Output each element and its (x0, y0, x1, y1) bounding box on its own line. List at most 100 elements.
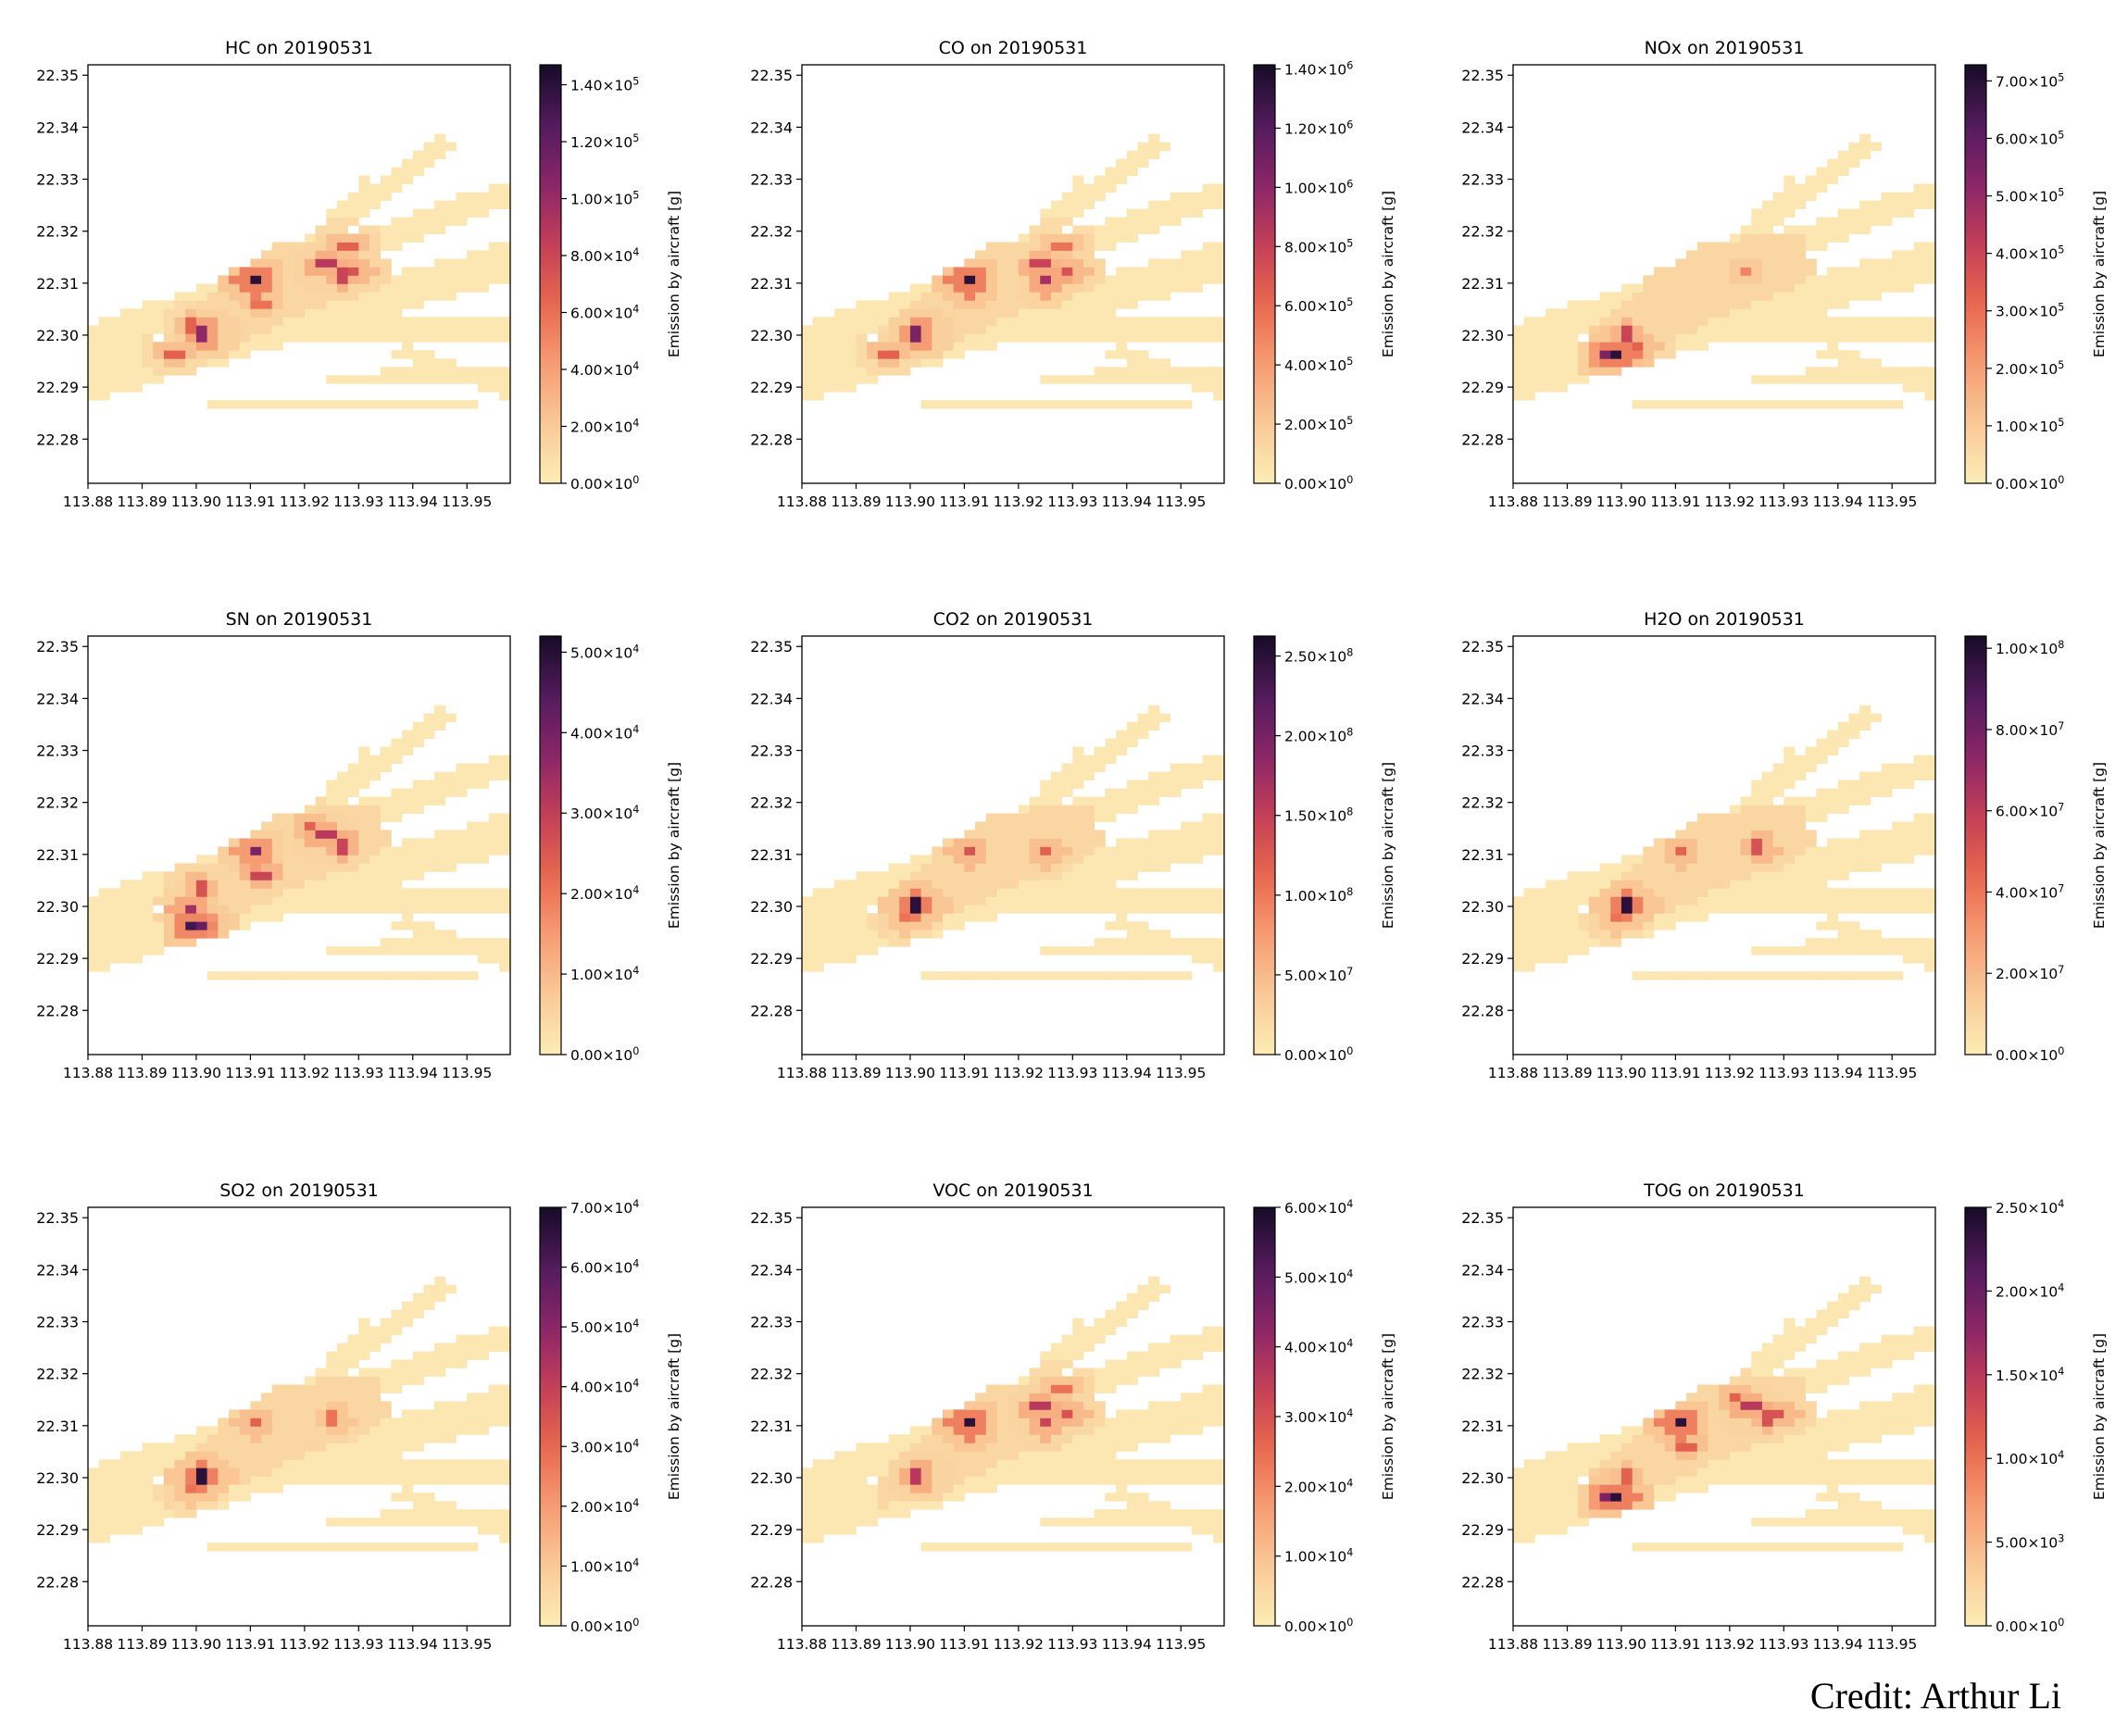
heatmap-cell (434, 721, 446, 731)
heatmap-cell (1083, 1467, 1095, 1477)
colorbar-label: Emission by aircraft [g] (1380, 762, 1396, 929)
heatmap-cell (412, 921, 424, 930)
heatmap-cell (1892, 771, 1904, 781)
heatmap-cell (109, 946, 121, 955)
heatmap-cell (369, 1326, 382, 1335)
heatmap-cell (1213, 267, 1225, 276)
heatmap-cell (294, 896, 306, 905)
heatmap-cell (456, 267, 468, 276)
heatmap-cell (888, 1501, 900, 1510)
heatmap-cell (856, 375, 868, 384)
heatmap-cell (369, 1334, 382, 1343)
heatmap-cell (444, 217, 457, 226)
heatmap-cell (1061, 838, 1073, 847)
heatmap-cell (1094, 192, 1106, 201)
heatmap-cell (1621, 358, 1633, 368)
heatmap-cell (920, 871, 932, 880)
heatmap-cell (423, 1476, 435, 1485)
heatmap-cell (369, 755, 382, 764)
heatmap-cell (336, 796, 349, 806)
heatmap-cell (131, 375, 143, 384)
heatmap-cell (1837, 150, 1849, 160)
heatmap-cell (1105, 275, 1117, 284)
heatmap-cell (985, 1451, 997, 1460)
heatmap-cell (467, 888, 479, 897)
heatmap-cell (1567, 367, 1579, 376)
heatmap-cell (1610, 1509, 1622, 1518)
heatmap-cell (899, 1484, 911, 1493)
heatmap-cell (1018, 1451, 1030, 1460)
heatmap-cell (1126, 1376, 1138, 1385)
heatmap-cell (1859, 830, 1871, 839)
heatmap-cell (1816, 350, 1828, 359)
heatmap-cell (1094, 183, 1106, 193)
heatmap-cell (109, 350, 121, 359)
heatmap-cell (174, 317, 186, 326)
heatmap-cell (369, 1467, 382, 1477)
heatmap-cell (1116, 158, 1128, 169)
heatmap-cell (1772, 275, 1784, 284)
heatmap-cell (1751, 292, 1763, 301)
heatmap-cell (1040, 1434, 1052, 1443)
axes-frame (1512, 635, 1936, 1055)
heatmap-cell (499, 375, 511, 384)
heatmap-cell (294, 1443, 306, 1452)
heatmap-cell (1105, 738, 1117, 747)
heatmap-cell (834, 1476, 846, 1485)
heatmap-cell (1040, 888, 1052, 897)
heatmap-cell (250, 308, 262, 318)
heatmap-cell (261, 283, 273, 293)
heatmap-cell (834, 946, 846, 955)
heatmap-cell (347, 771, 359, 781)
heatmap-cell (434, 1459, 446, 1468)
heatmap-cell (271, 1426, 283, 1435)
heatmap-cell (1675, 1434, 1687, 1443)
heatmap-cell (456, 830, 468, 839)
heatmap-cell (1708, 325, 1720, 334)
y-tick-label: 22.28 (36, 1002, 79, 1019)
heatmap-cell (1708, 275, 1720, 284)
heatmap-cell (943, 1459, 955, 1468)
heatmap-cell (120, 367, 132, 376)
y-tick-label: 22.30 (1461, 898, 1504, 916)
heatmap-cell (1556, 375, 1568, 384)
heatmap-cell (1881, 400, 1893, 409)
heatmap-cell (347, 1426, 359, 1435)
heatmap-cell (423, 400, 435, 409)
heatmap-cell (1859, 888, 1871, 897)
heatmap-cell (1050, 896, 1063, 905)
heatmap-cell (1719, 863, 1731, 872)
heatmap-cell (1094, 763, 1106, 772)
heatmap-cell (271, 1451, 283, 1460)
heatmap-cell (1892, 317, 1904, 326)
heatmap-cell (239, 292, 251, 301)
heatmap-cell (336, 1443, 349, 1452)
heatmap-cell (434, 1426, 446, 1435)
heatmap-cell (1523, 1509, 1535, 1518)
heatmap-cell (391, 175, 403, 184)
heatmap-cell (1740, 838, 1752, 847)
heatmap-cell (282, 1418, 294, 1427)
heatmap-cell (229, 838, 241, 847)
heatmap-cell (1556, 1492, 1568, 1502)
heatmap-cell (456, 325, 468, 334)
heatmap-cell (1664, 400, 1676, 409)
heatmap-cell (477, 192, 490, 201)
heatmap-cell (1029, 400, 1041, 409)
heatmap-cell (920, 905, 932, 914)
heatmap-cell (282, 1393, 294, 1402)
heatmap-cell (1805, 308, 1817, 318)
heatmap-cell (1072, 1434, 1084, 1443)
heatmap-cell (1675, 258, 1687, 268)
colorbar-tick-label: 1.00×108 (1284, 886, 1353, 905)
heatmap-cell (250, 400, 262, 409)
heatmap-cell (1126, 1368, 1138, 1377)
heatmap-cell (488, 1509, 500, 1518)
heatmap-cell (499, 1534, 511, 1543)
heatmap-cell (369, 225, 382, 234)
heatmap-cell (856, 880, 868, 889)
heatmap-cell (434, 275, 446, 284)
heatmap-cell (488, 1401, 500, 1410)
heatmap-cell (996, 813, 1008, 822)
heatmap-cell (867, 938, 879, 947)
